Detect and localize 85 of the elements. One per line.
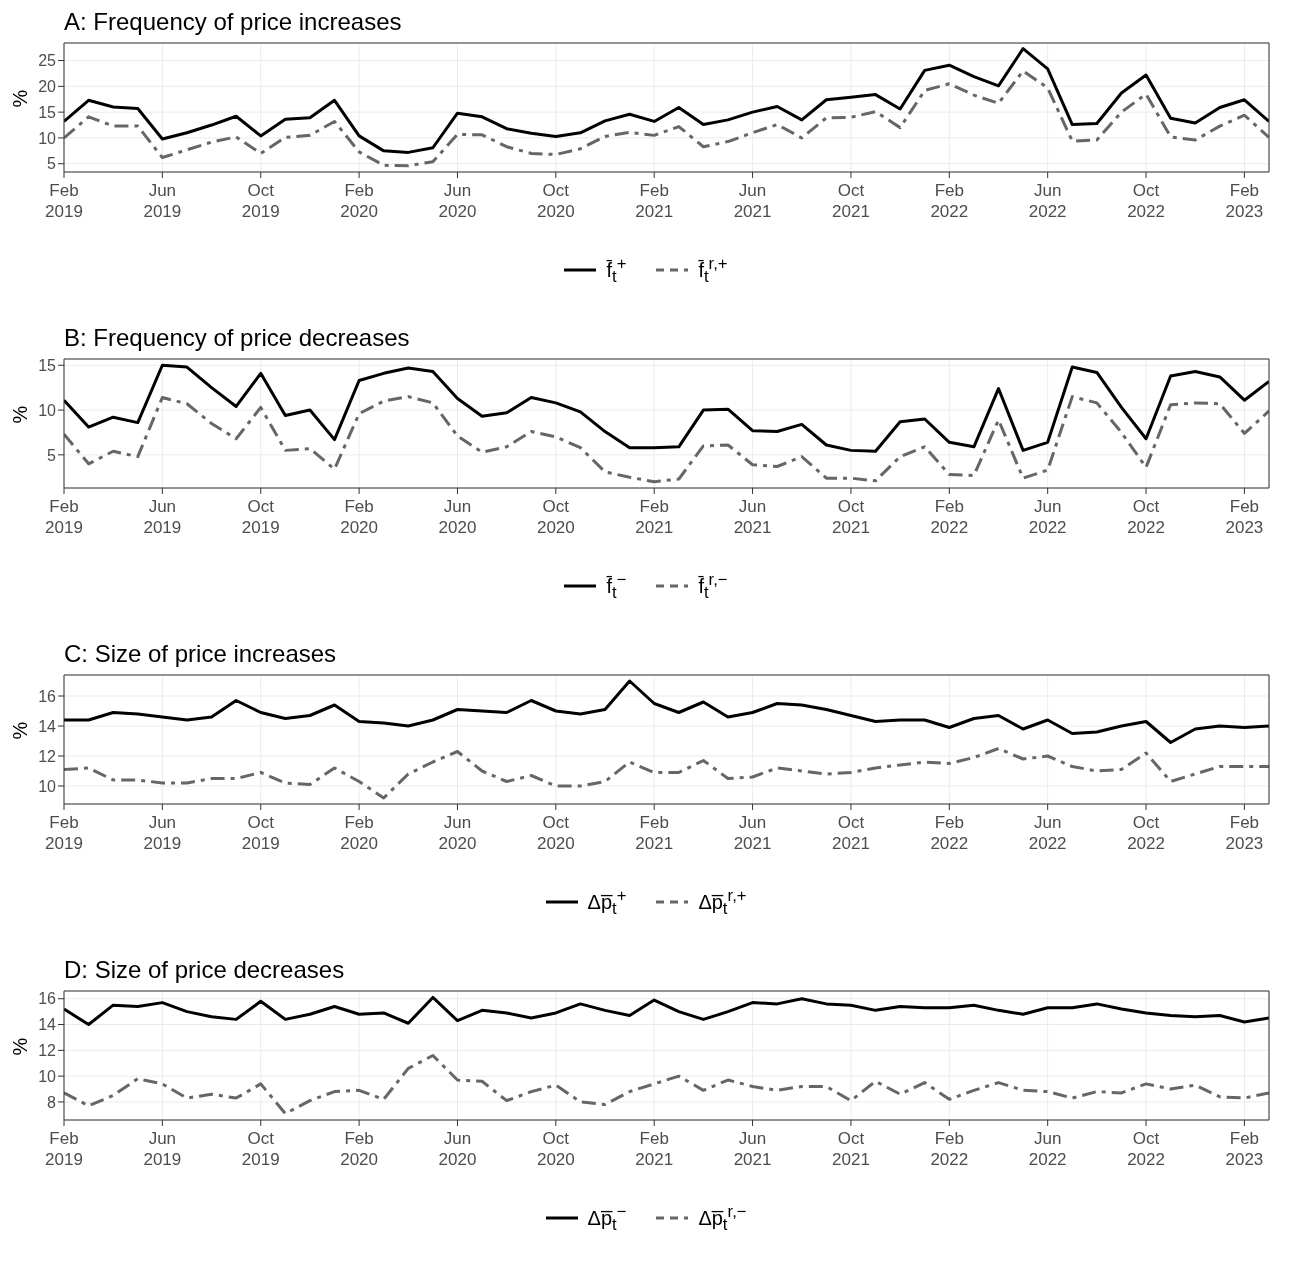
- x-tick-label: Feb 2022: [930, 497, 969, 537]
- x-tick-label: Feb 2019: [45, 1129, 83, 1169]
- x-tick-label: Oct 2021: [832, 813, 870, 853]
- x-tick-label: Feb 2020: [340, 813, 379, 853]
- x-tick-label: Oct 2022: [1127, 497, 1165, 537]
- x-tick-label: Jun 2022: [1028, 1129, 1067, 1169]
- y-tick-label: 10: [38, 129, 57, 147]
- y-axis-title: %: [9, 721, 32, 740]
- y-tick-label: 8: [47, 1093, 57, 1111]
- x-tick-label: Feb 2022: [930, 1129, 969, 1169]
- x-tick-label: Feb 2023: [1225, 813, 1264, 853]
- chart-title: A: Frequency of price increases: [63, 8, 403, 37]
- x-tick-label: Jun 2019: [143, 1129, 182, 1169]
- y-tick-label: 16: [38, 687, 57, 705]
- x-tick-label: Oct 2019: [241, 813, 280, 853]
- x-tick-label: Oct 2021: [832, 497, 870, 537]
- y-tick-label: 14: [38, 717, 57, 735]
- line-series: [64, 1054, 1269, 1116]
- x-tick-label: Jun 2020: [438, 181, 477, 221]
- x-tick-label: Feb 2021: [635, 497, 674, 537]
- x-tick-label: Oct 2020: [536, 813, 575, 853]
- x-tick-label: Oct 2021: [832, 181, 870, 221]
- y-axis-title: %: [9, 405, 32, 424]
- x-tick-label: Oct 2020: [536, 1129, 575, 1169]
- x-tick-label: Feb 2019: [45, 497, 83, 537]
- y-tick-label: 16: [38, 990, 57, 1008]
- line-series: [64, 679, 1269, 744]
- line-series: [64, 747, 1269, 800]
- x-tick-label: Jun 2019: [143, 813, 182, 853]
- y-tick-label: 15: [38, 103, 57, 121]
- y-axis-title: %: [9, 1037, 32, 1056]
- x-tick-label: Feb 2020: [340, 497, 379, 537]
- y-tick-label: 25: [38, 52, 57, 70]
- y-tick-label: 12: [38, 1042, 57, 1060]
- x-tick-label: Oct 2022: [1127, 813, 1165, 853]
- x-tick-label: Oct 2022: [1127, 181, 1165, 221]
- x-tick-label: Feb 2023: [1225, 1129, 1264, 1169]
- y-tick-label: 5: [47, 155, 57, 173]
- x-tick-label: Feb 2023: [1225, 497, 1264, 537]
- x-tick-label: Jun 2021: [733, 813, 772, 853]
- x-tick-label: Feb 2019: [45, 813, 83, 853]
- x-tick-label: Jun 2019: [143, 497, 182, 537]
- line-series: [64, 995, 1269, 1027]
- x-tick-label: Jun 2021: [733, 497, 772, 537]
- line-series: [64, 69, 1269, 168]
- y-tick-label: 10: [38, 401, 57, 419]
- x-tick-label: Jun 2019: [143, 181, 182, 221]
- line-series: [64, 47, 1269, 154]
- y-tick-label: 14: [38, 1016, 57, 1034]
- chart-title: D: Size of price decreases: [63, 956, 346, 985]
- chart-title: B: Frequency of price decreases: [63, 324, 411, 353]
- line-series: [64, 363, 1269, 453]
- y-tick-label: 15: [38, 356, 57, 374]
- x-tick-label: Feb 2020: [340, 1129, 379, 1169]
- x-tick-label: Jun 2022: [1028, 497, 1067, 537]
- x-tick-label: Jun 2020: [438, 813, 477, 853]
- x-tick-label: Oct 2020: [536, 497, 575, 537]
- x-tick-label: Oct 2019: [241, 497, 280, 537]
- x-tick-label: Jun 2022: [1028, 181, 1067, 221]
- x-tick-label: Oct 2022: [1127, 1129, 1165, 1169]
- x-tick-label: Jun 2020: [438, 497, 477, 537]
- y-tick-label: 20: [38, 78, 57, 96]
- x-tick-label: Jun 2021: [733, 1129, 772, 1169]
- x-tick-label: Oct 2019: [241, 181, 280, 221]
- x-tick-label: Feb 2021: [635, 1129, 674, 1169]
- x-tick-label: Feb 2021: [635, 181, 674, 221]
- y-tick-label: 5: [47, 446, 57, 464]
- y-tick-label: 10: [38, 777, 57, 795]
- line-series: [64, 395, 1269, 484]
- x-tick-label: Feb 2019: [45, 181, 83, 221]
- x-tick-label: Oct 2021: [832, 1129, 870, 1169]
- x-tick-label: Jun 2020: [438, 1129, 477, 1169]
- x-tick-label: Feb 2022: [930, 813, 969, 853]
- x-tick-label: Feb 2023: [1225, 181, 1264, 221]
- x-tick-label: Feb 2022: [930, 181, 969, 221]
- x-tick-label: Jun 2022: [1028, 813, 1067, 853]
- chart-title: C: Size of price increases: [63, 640, 338, 669]
- y-axis-title: %: [9, 89, 32, 108]
- y-tick-label: 10: [38, 1067, 57, 1085]
- x-tick-label: Jun 2021: [733, 181, 772, 221]
- x-tick-label: Feb 2021: [635, 813, 674, 853]
- x-tick-label: Feb 2020: [340, 181, 379, 221]
- x-tick-label: Oct 2020: [536, 181, 575, 221]
- x-tick-label: Oct 2019: [241, 1129, 280, 1169]
- y-tick-label: 12: [38, 747, 57, 765]
